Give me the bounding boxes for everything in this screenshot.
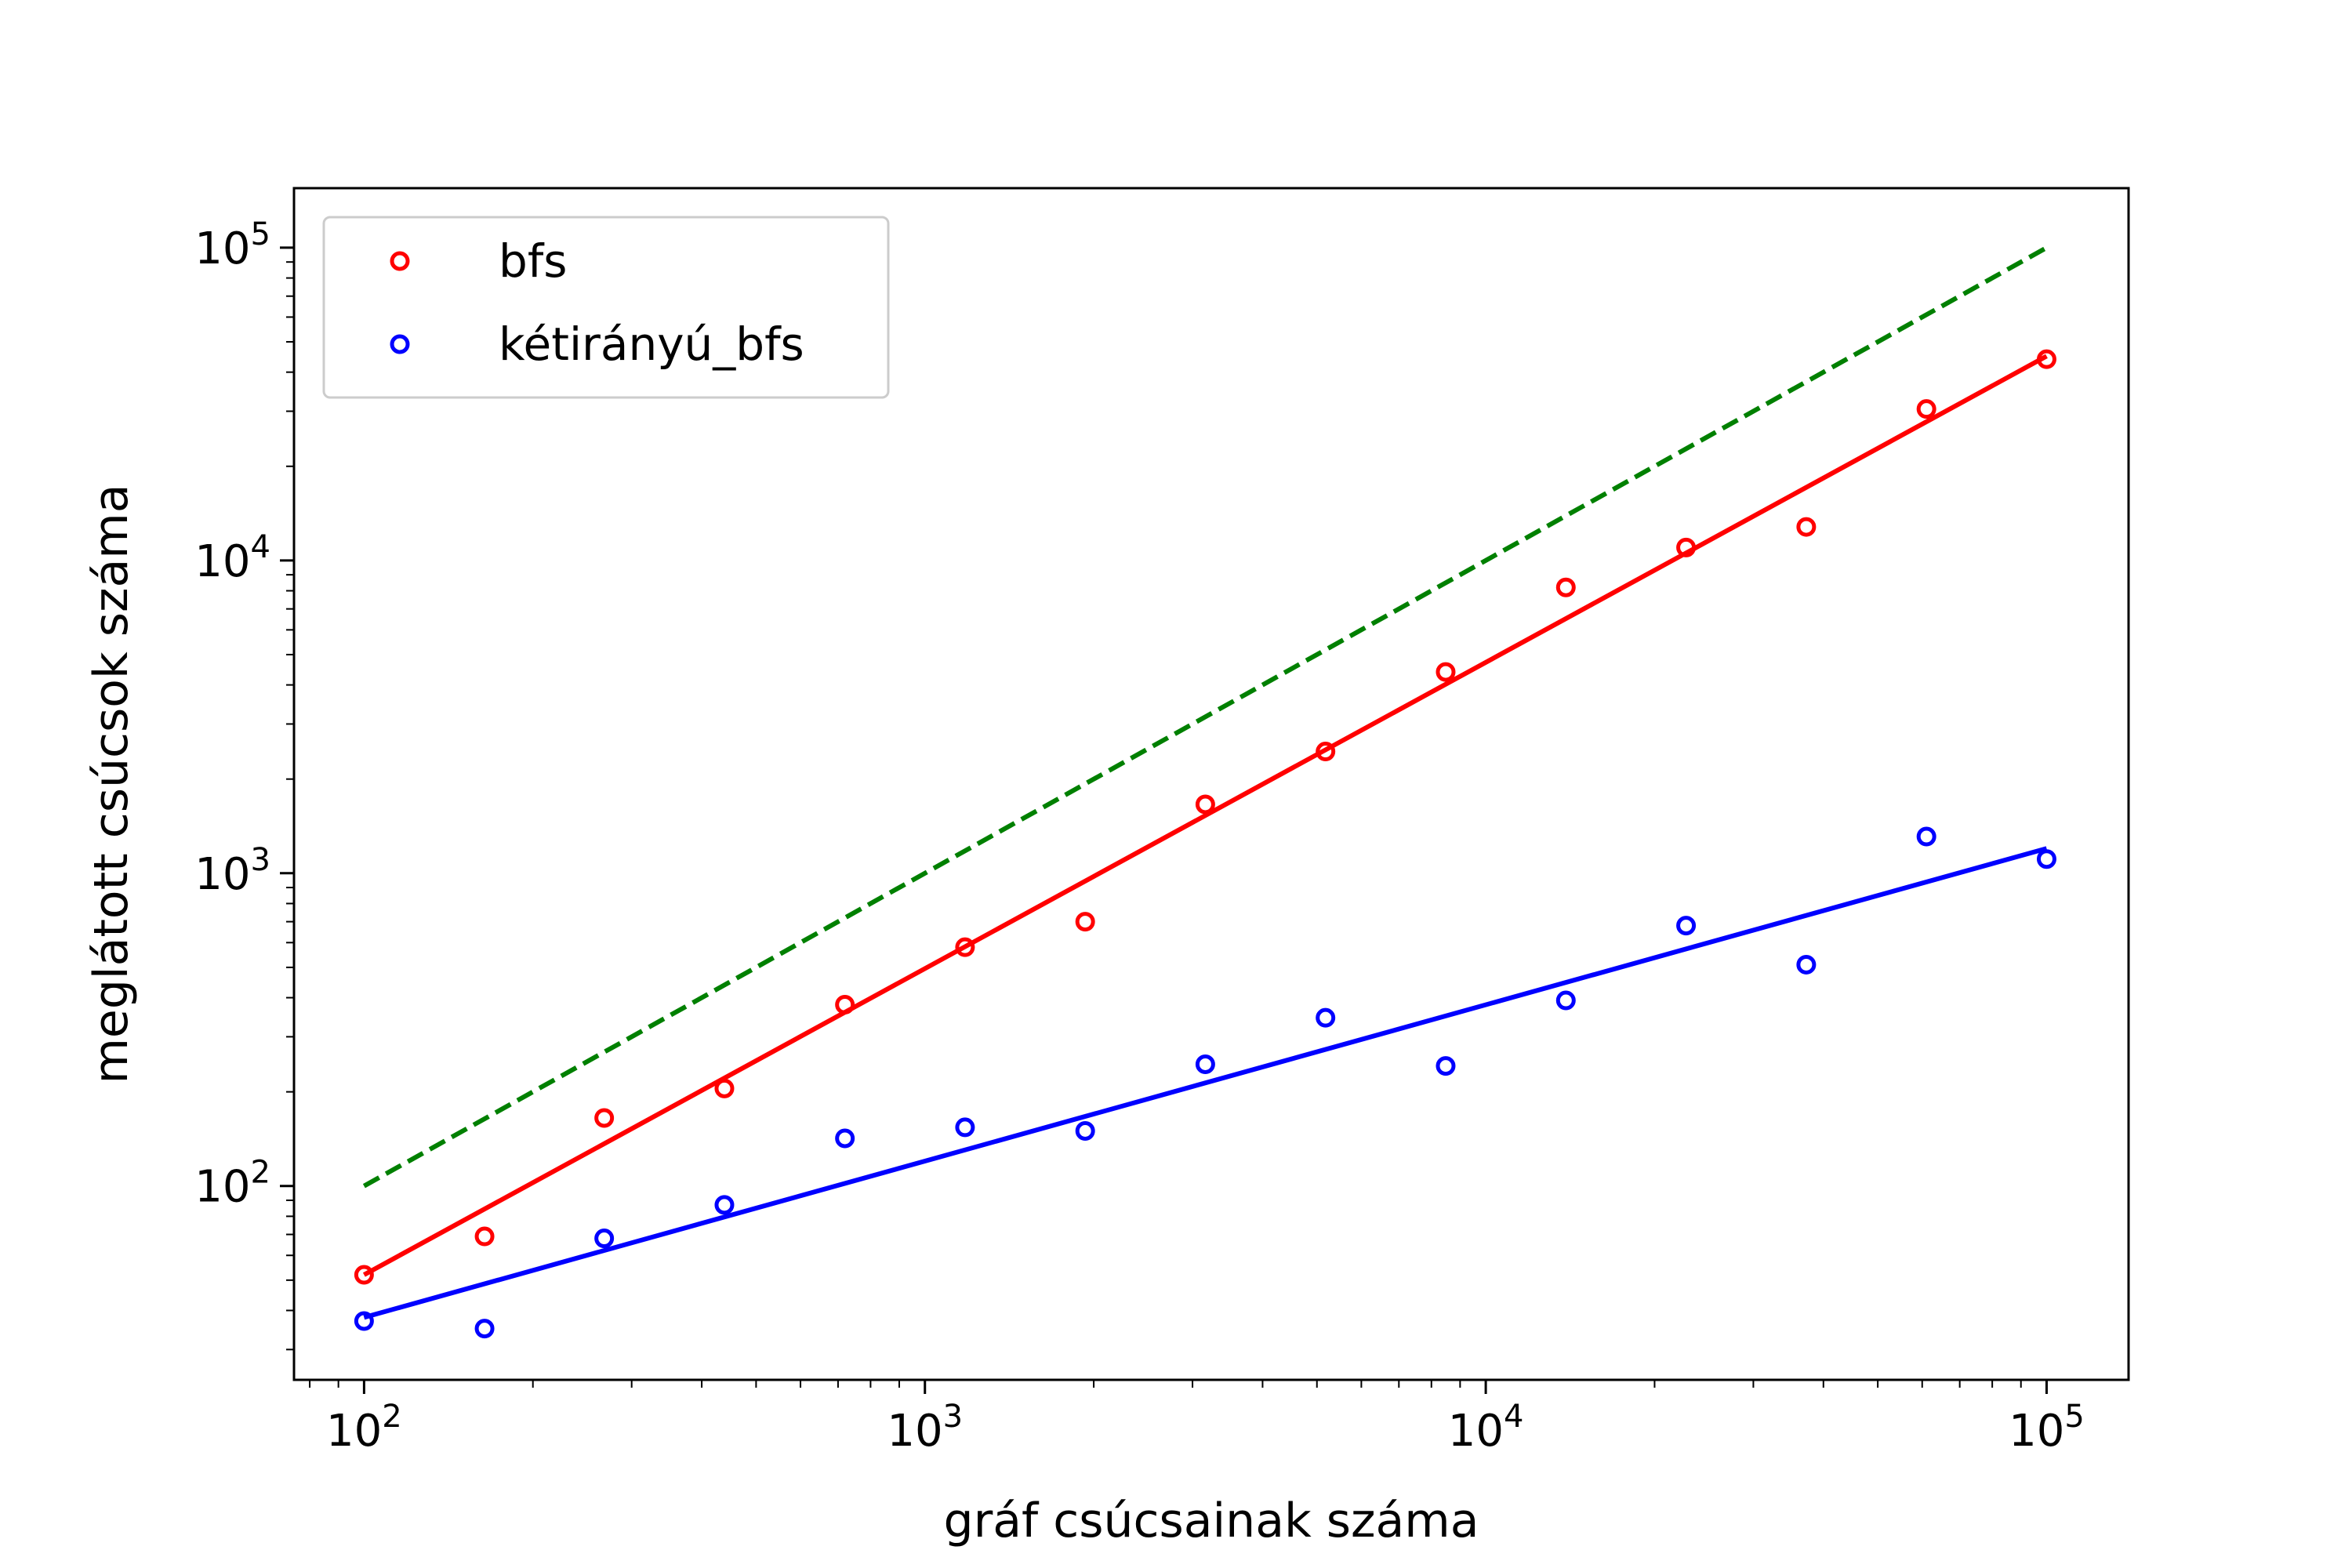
legend-marker-bfs <box>390 251 410 271</box>
data-point-ketiranyu-bfs <box>1316 1007 1336 1028</box>
data-point-ketiranyu-bfs <box>354 1311 374 1331</box>
data-point-ketiranyu-bfs <box>1676 916 1697 936</box>
legend: bfs kétirányú_bfs <box>322 216 890 399</box>
reference-line <box>362 245 2048 1189</box>
data-point-bfs <box>955 937 975 957</box>
y-axis-label: meglátott csúcsok száma <box>84 484 139 1083</box>
data-point-ketiranyu-bfs <box>1916 826 1936 847</box>
x-axis-ticks: 102 103 104 105 <box>309 1380 2085 1457</box>
data-point-ketiranyu-bfs <box>955 1117 975 1138</box>
y-tick-label: 103 <box>194 842 270 900</box>
data-point-ketiranyu-bfs <box>1436 1056 1456 1076</box>
data-point-ketiranyu-bfs <box>1796 954 1817 975</box>
data-point-bfs <box>1316 742 1336 762</box>
legend-marker-ketiranyu-bfs <box>390 334 410 354</box>
data-point-bfs <box>1075 912 1095 932</box>
legend-label-ketiranyu-bfs: kétirányú_bfs <box>499 318 804 371</box>
data-point-ketiranyu-bfs <box>594 1229 615 1249</box>
data-point-ketiranyu-bfs <box>835 1128 855 1149</box>
data-point-bfs <box>594 1108 615 1128</box>
plot-area-frame <box>292 187 2130 1381</box>
x-tick-label: 104 <box>1448 1399 1524 1457</box>
data-point-ketiranyu-bfs <box>2036 849 2056 869</box>
plot-content <box>354 245 2056 1339</box>
data-point-bfs <box>1916 399 1936 419</box>
x-tick-label: 103 <box>887 1399 963 1457</box>
y-tick-label: 102 <box>194 1155 270 1213</box>
x-tick-label: 102 <box>326 1399 402 1457</box>
data-point-ketiranyu-bfs <box>1075 1120 1095 1141</box>
data-point-bfs <box>714 1078 735 1098</box>
x-axis-label: gráf csúcsainak száma <box>943 1494 1479 1548</box>
y-tick-label: 105 <box>194 216 270 274</box>
data-point-bfs <box>1676 537 1697 557</box>
data-point-bfs <box>1195 794 1215 815</box>
data-point-bfs <box>354 1265 374 1285</box>
data-point-ketiranyu-bfs <box>714 1195 735 1215</box>
data-point-ketiranyu-bfs <box>474 1319 495 1339</box>
y-tick-label: 104 <box>194 529 270 587</box>
fit-line-bfs <box>362 354 2048 1277</box>
legend-label-bfs: bfs <box>499 234 567 288</box>
data-point-bfs <box>2036 349 2056 369</box>
data-point-ketiranyu-bfs <box>1555 990 1576 1011</box>
y-axis-ticks: 102 103 104 105 <box>194 216 294 1351</box>
fit-line-ketiranyu-bfs <box>363 846 2048 1320</box>
legend-box <box>322 216 890 399</box>
data-point-bfs <box>835 994 855 1014</box>
data-point-bfs <box>1436 662 1456 682</box>
data-point-bfs <box>1796 517 1817 537</box>
data-point-bfs <box>474 1226 495 1247</box>
x-tick-label: 105 <box>2009 1399 2085 1457</box>
data-point-ketiranyu-bfs <box>1195 1054 1215 1074</box>
data-point-bfs <box>1555 577 1576 597</box>
